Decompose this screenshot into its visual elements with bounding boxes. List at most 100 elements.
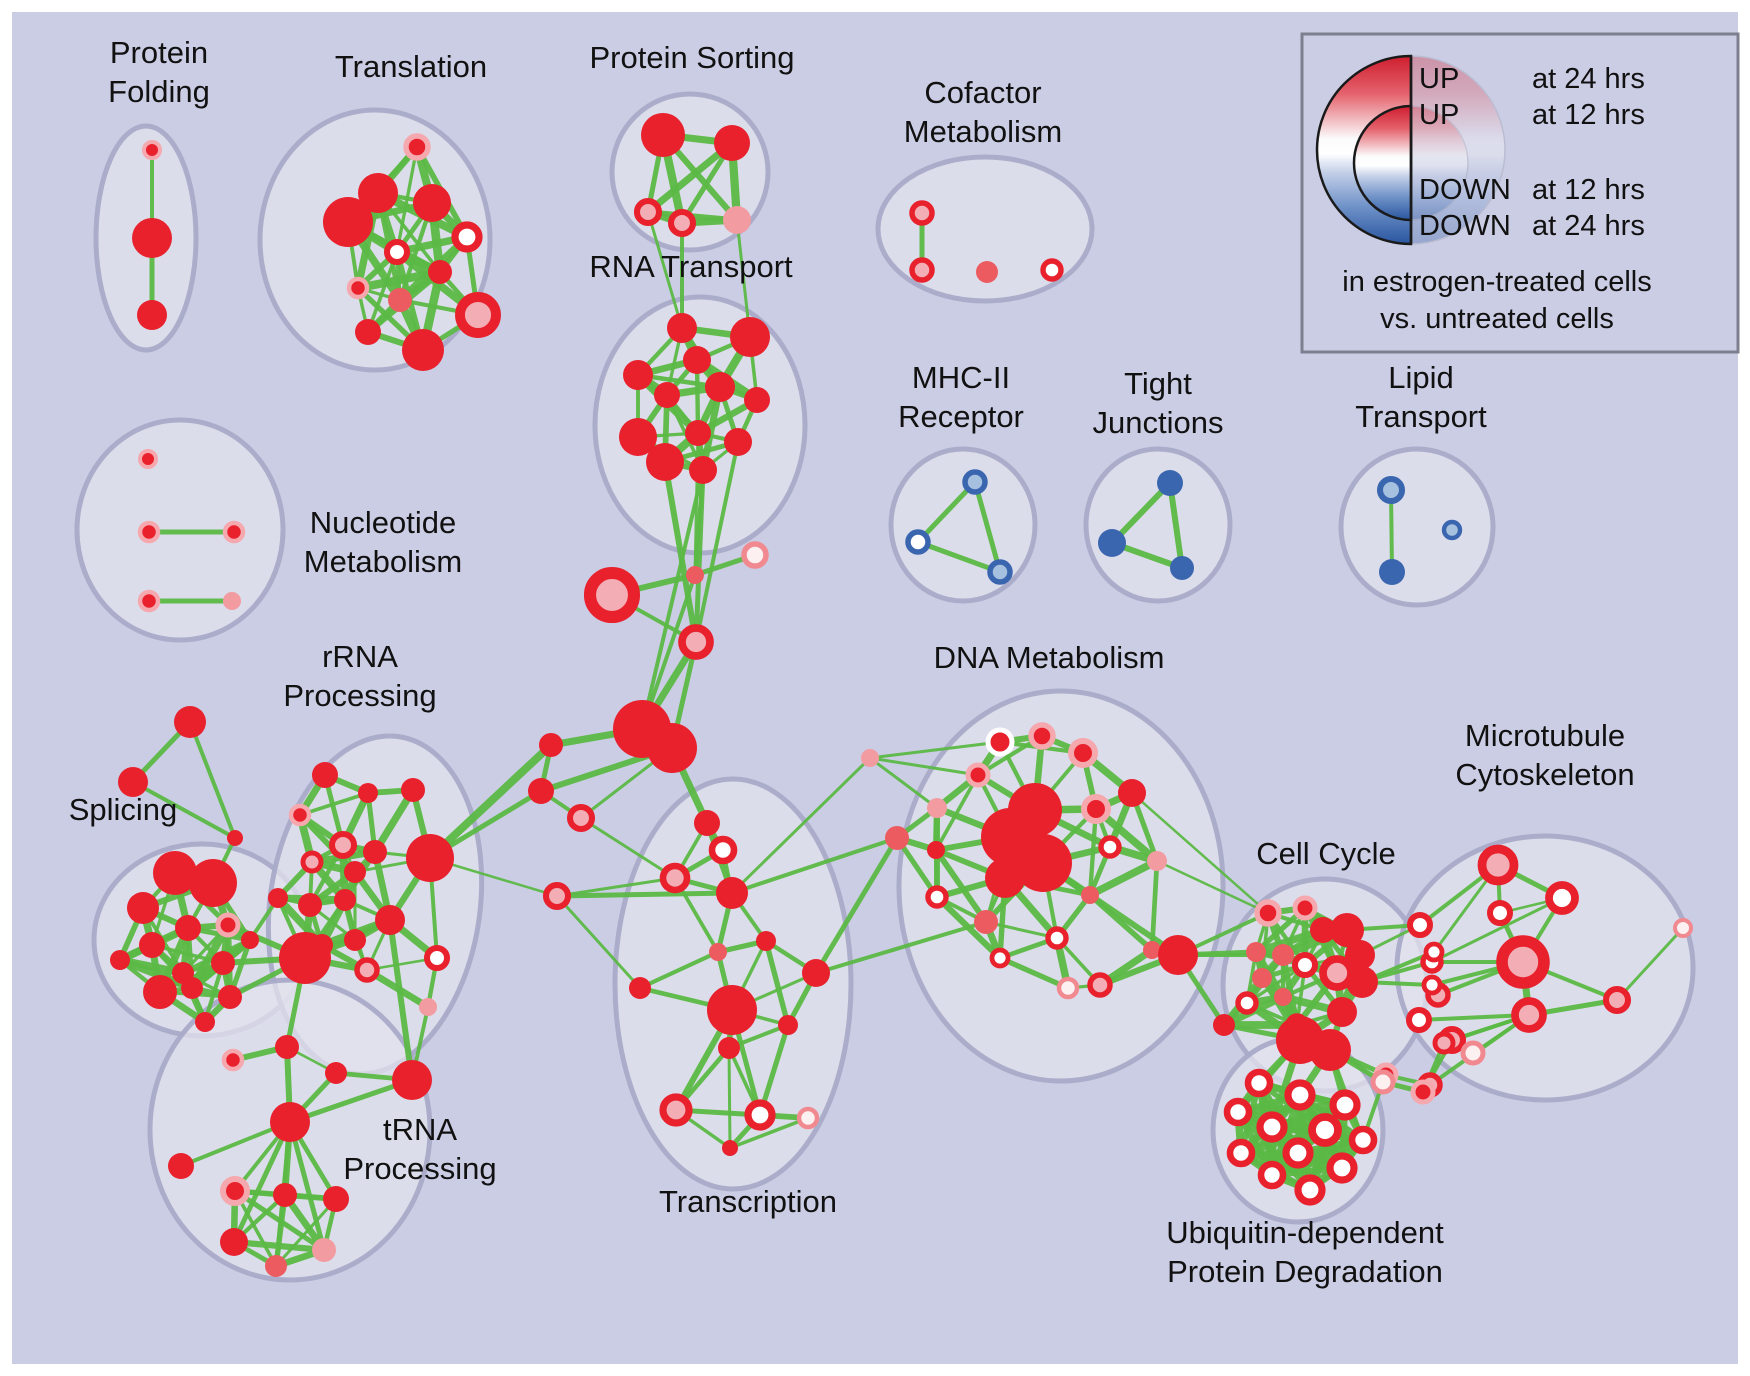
tr-gene-node-1 [358, 173, 398, 213]
network-edge [868, 756, 980, 777]
network-edge [730, 756, 872, 895]
sp-gene-node-1 [189, 859, 237, 907]
sp-gene-node-12 [195, 1012, 215, 1032]
tn-gene-node-0 [270, 1102, 310, 1142]
ub-gene-node-1 [1284, 1079, 1316, 1111]
rt-gene-node-2 [623, 360, 653, 390]
tx-gene-node-14 [722, 1140, 738, 1156]
legend-caption-1: vs. untreated cells [1380, 303, 1614, 335]
network-edge [387, 917, 415, 1083]
network-edge [814, 920, 988, 975]
network-edge [1234, 1101, 1349, 1116]
tx-gene-node-11 [659, 1093, 693, 1127]
dna-gene-node-4 [927, 798, 947, 818]
rt-gene-node-4 [705, 372, 735, 402]
tx-gene-node-7 [802, 959, 830, 987]
nm-gene-node-4 [223, 592, 241, 610]
rr-gene-node-20 [325, 1062, 347, 1084]
so-gene-node-2 [227, 830, 243, 846]
cc-gene-node-12 [1274, 988, 1292, 1006]
network-edge [694, 440, 740, 644]
rr-gene-node-22 [221, 1048, 245, 1072]
network-edge [1155, 859, 1270, 915]
rr-gene-node-1 [358, 783, 378, 803]
ps-gene-node-1 [714, 125, 750, 161]
cc-gene-node-7 [1292, 952, 1318, 978]
ps-gene-node-3 [667, 208, 697, 238]
pf-gene-node-2 [137, 300, 167, 330]
cc-module-label: Cell Cycle [1256, 836, 1396, 871]
sp-gene-node-2 [127, 892, 159, 924]
lt-gene-node-2 [1441, 519, 1463, 541]
sp-module-label: Splicing [69, 792, 178, 827]
network-edge [693, 468, 705, 577]
nm-module-label: Metabolism [304, 544, 463, 579]
pf-gene-node-0 [142, 140, 162, 160]
mt-gene-node-10 [1673, 918, 1693, 938]
rr-gene-node-4 [328, 830, 358, 860]
legend-direction-2: DOWN [1419, 174, 1511, 206]
rt-gene-node-7 [619, 418, 657, 456]
rt-gene-node-3 [683, 346, 711, 374]
cf-gene-node-1 [909, 257, 935, 283]
cc-gene-node-22 [1460, 1040, 1486, 1066]
legend: UP at 24 hrs UP at 12 hrs DOWN at 12 hrs DOWN a… [1300, 32, 1740, 354]
rt-gene-node-1 [730, 317, 770, 357]
legend-circle-inner-left [1352, 104, 1413, 222]
network-edge [1167, 480, 1185, 571]
mt-gene-node-0 [1477, 844, 1519, 886]
sp-gene-node-11 [218, 985, 242, 1009]
rr-gene-node-17 [424, 945, 450, 971]
network-edge [555, 894, 642, 990]
rt-gene-node-11 [689, 456, 717, 484]
network-edge [730, 836, 899, 895]
bu-gene-node-0 [1370, 1069, 1396, 1095]
cc-gene-node-11 [1235, 991, 1259, 1015]
tn-gene-node-7 [265, 1255, 287, 1277]
tj-gene-node-0 [1157, 470, 1183, 496]
tj-module-ellipse [1083, 446, 1233, 604]
tx-gene-node-8 [707, 985, 757, 1035]
tr-gene-node-2 [323, 197, 373, 247]
dna-gene-node-17 [1045, 926, 1069, 950]
cf-module-label: Metabolism [904, 114, 1063, 149]
dna-gene-node-15 [1081, 886, 1099, 904]
dna-gene-node-11 [927, 841, 945, 859]
ub-gene-node-11 [1294, 1174, 1326, 1206]
rr-gene-node-5 [363, 840, 387, 864]
tj-gene-node-1 [1098, 529, 1126, 557]
ub-gene-node-9 [1326, 1152, 1358, 1184]
network-edge [868, 740, 1002, 760]
hub-gene-node-6 [539, 733, 563, 757]
ub-module-label: Protein Degradation [1167, 1254, 1443, 1289]
so-gene-node-1 [118, 767, 148, 797]
rt-module-label: RNA Transport [589, 249, 793, 284]
sp-gene-node-13 [241, 931, 259, 949]
rt-gene-node-10 [646, 443, 684, 481]
mt-gene-node-2 [1487, 900, 1513, 926]
sp-gene-node-5 [139, 932, 165, 958]
legend-caption-0: in estrogen-treated cells [1342, 266, 1652, 298]
tx-gene-node-6 [629, 977, 651, 999]
dna-gene-node-6 [1081, 794, 1111, 824]
legend-box [1300, 32, 1740, 354]
ub-gene-node-0 [1244, 1068, 1274, 1098]
dna-gene-node-24 [861, 749, 879, 767]
rr-gene-node-14 [344, 929, 366, 951]
sp-gene-node-0 [153, 851, 197, 895]
mhc-gene-node-1 [905, 529, 931, 555]
mt-gene-node-9 [1602, 985, 1632, 1015]
legend-time-1: at 12 hrs [1532, 99, 1645, 131]
hub-gene-node-5 [647, 723, 697, 773]
ub-gene-node-3 [1223, 1097, 1253, 1127]
network-edge [637, 949, 721, 991]
sp-gene-node-9 [143, 975, 177, 1009]
cc-gene-node-13 [1327, 997, 1357, 1027]
mt-gene-node-8 [1511, 997, 1547, 1033]
tx-gene-node-2 [659, 862, 691, 894]
rr-gene-node-11 [406, 834, 454, 882]
network-edge [555, 876, 677, 898]
tj-module-label: Tight [1124, 366, 1192, 401]
network-edge [426, 741, 555, 862]
cc-gene-node-0 [1254, 899, 1282, 927]
